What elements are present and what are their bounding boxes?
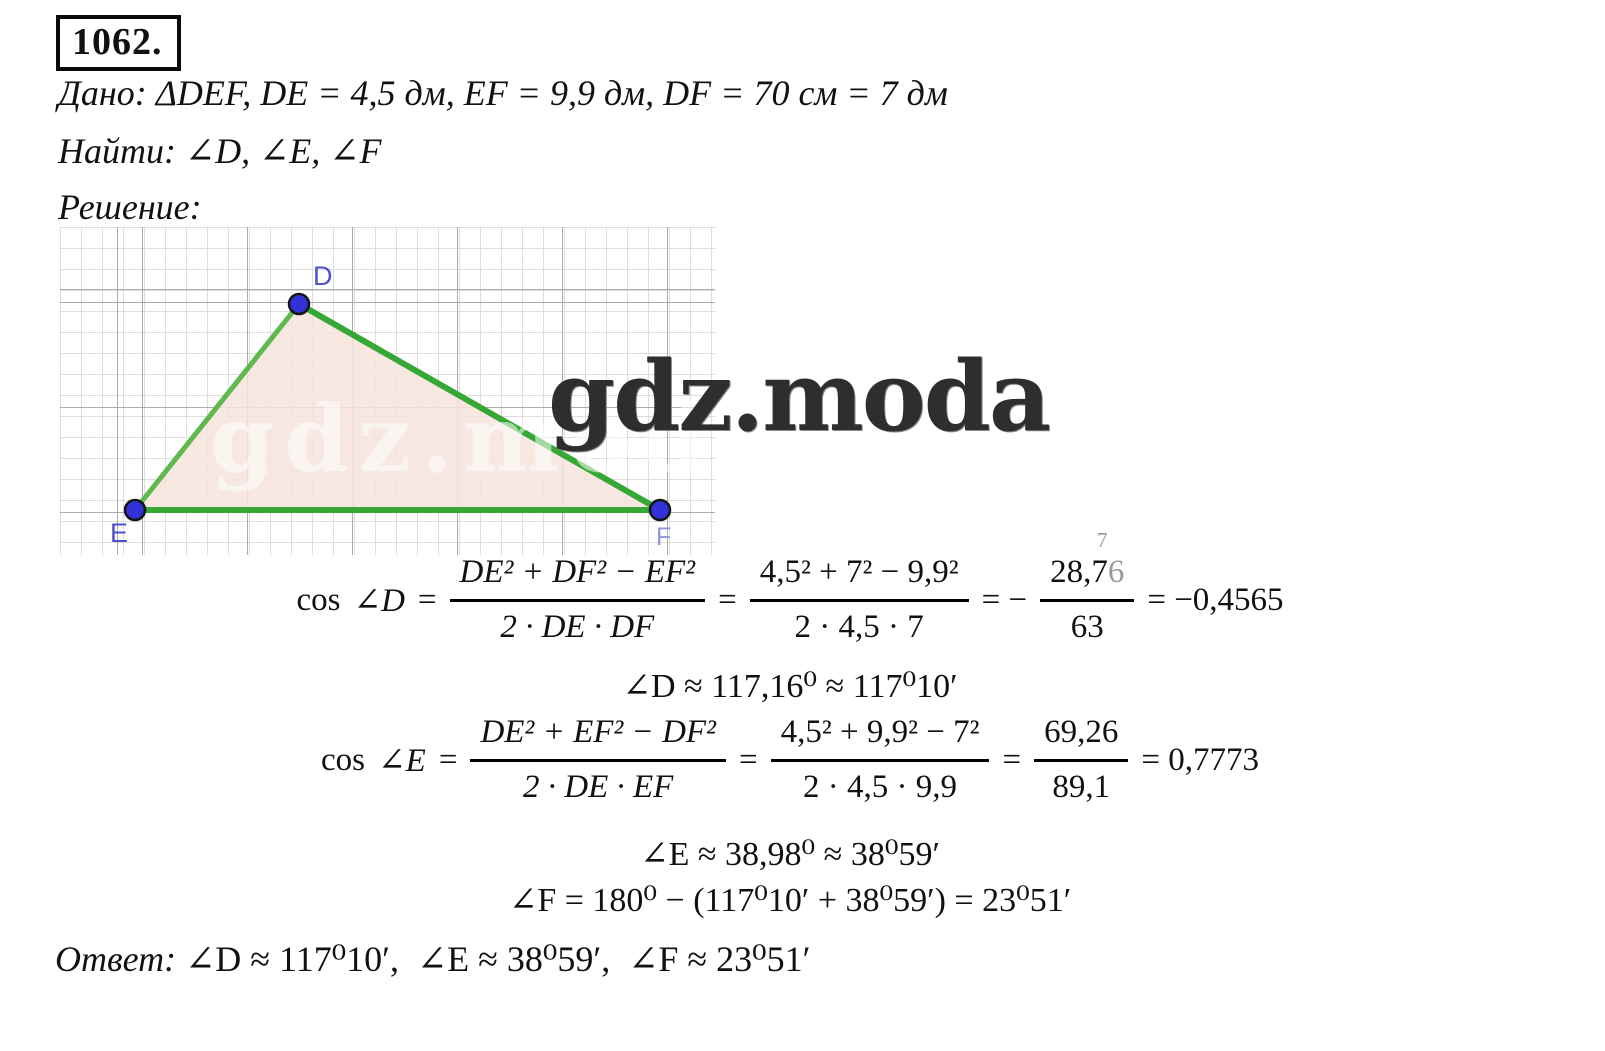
angle-f-result-line: ∠F = 180⁰ − (117⁰10′ + 38⁰59′) = 23⁰51′ bbox=[508, 882, 1072, 919]
triangle-fill-region bbox=[135, 304, 660, 510]
answer-text: ∠D ≈ 117⁰10′, ∠E ≈ 38⁰59′, ∠F ≈ 23⁰51′ bbox=[185, 939, 811, 979]
numerator-main: 28,7 bbox=[1050, 554, 1108, 590]
given-text: ΔDEF, DE = 4,5 дм, EF = 9,9 дм, DF = 70 … bbox=[155, 73, 948, 113]
fraction-symbolic-e: DE² + EF² − DF² 2 · DE · EF bbox=[470, 712, 726, 809]
fraction-numerator: 28,76 bbox=[1040, 552, 1135, 602]
fraction-value-e: 69,26 89,1 bbox=[1034, 712, 1129, 809]
fraction-numeric-d: 4,5² + 7² − 9,9² 2 · 4,5 · 7 bbox=[749, 552, 969, 649]
answer-line: Ответ: ∠D ≈ 117⁰10′, ∠E ≈ 38⁰59′, ∠F ≈ 2… bbox=[55, 938, 810, 980]
angle-e-result-line: ∠E ≈ 38,98⁰ ≈ 38⁰59′ bbox=[640, 836, 940, 873]
fraction-denominator: 2 · DE · EF bbox=[523, 768, 674, 805]
solution-label: Решение: bbox=[58, 186, 202, 228]
fraction-denominator: 89,1 bbox=[1052, 768, 1111, 805]
cos-function: cos bbox=[296, 581, 341, 618]
find-label: Найти: bbox=[58, 131, 185, 171]
fraction-numerator: DE² + DF² − EF² bbox=[449, 552, 706, 602]
find-line: Найти: ∠D, ∠E, ∠F bbox=[58, 130, 381, 172]
find-text: ∠D, ∠E, ∠F bbox=[184, 131, 382, 171]
vertex-E-point bbox=[123, 498, 147, 522]
site-watermark: gdz.moda bbox=[548, 340, 1051, 453]
angle-d-result-line: ∠D ≈ 117,16⁰ ≈ 117⁰10′ bbox=[622, 668, 958, 705]
numerator-faded-digit: 6 bbox=[1107, 554, 1125, 590]
vertex-D-label: D bbox=[313, 261, 333, 291]
angle-E-symbol: ∠E bbox=[378, 743, 426, 780]
vertex-F-point bbox=[648, 498, 672, 522]
formula-cos-e: cos ∠E = DE² + EF² − DF² 2 · DE · EF = 4,… bbox=[0, 712, 1605, 809]
fraction-numeric-e: 4,5² + 9,9² − 7² 2 · 4,5 · 9,9 bbox=[770, 712, 990, 809]
fraction-numerator: 4,5² + 9,9² − 7² bbox=[770, 712, 990, 762]
fraction-denominator: 2 · 4,5 · 9,9 bbox=[803, 768, 958, 805]
equals-sign: = bbox=[417, 581, 437, 618]
equals-minus-sign: = − bbox=[981, 581, 1028, 618]
vertex-F-label: F bbox=[656, 523, 671, 551]
numerator-main: 69,26 bbox=[1044, 714, 1119, 750]
edge-DE bbox=[133, 302, 301, 512]
vertex-D-point bbox=[287, 292, 311, 316]
fraction-numerator: 4,5² + 7² − 9,9² bbox=[749, 552, 969, 602]
vertex-E-label: E bbox=[110, 518, 128, 548]
equals-sign: = bbox=[438, 741, 458, 778]
fraction-numerator: 69,26 bbox=[1034, 712, 1129, 762]
scan-artifact: 7 bbox=[1097, 528, 1108, 552]
equals-sign: = bbox=[1002, 741, 1022, 778]
equals-sign: = bbox=[718, 581, 737, 618]
fraction-numerator: DE² + EF² − DF² bbox=[470, 712, 726, 762]
triangle-figure: D E F bbox=[110, 261, 672, 551]
watermark-ghost: gdz.moda bbox=[210, 385, 715, 493]
given-label: Дано: bbox=[58, 73, 156, 113]
equals-sign: = bbox=[738, 741, 758, 778]
fraction-value-d: 28,76 63 bbox=[1040, 552, 1135, 649]
edge-DF bbox=[297, 301, 662, 513]
angle-D-symbol: ∠D bbox=[353, 583, 405, 620]
fraction-symbolic-d: DE² + DF² − EF² 2 · DE · DF bbox=[449, 552, 706, 649]
answer-label: Ответ: bbox=[55, 939, 186, 979]
result-value: = −0,4565 bbox=[1147, 581, 1284, 618]
result-value: = 0,7773 bbox=[1141, 741, 1259, 778]
formula-cos-d: cos ∠D = DE² + DF² − EF² 2 · DE · DF = 4,… bbox=[0, 552, 1605, 649]
solution-label-text: Решение: bbox=[58, 187, 202, 227]
problem-number: 1062. bbox=[56, 15, 181, 71]
given-line: Дано: ΔDEF, DE = 4,5 дм, EF = 9,9 дм, DF… bbox=[58, 72, 948, 114]
fraction-denominator: 2 · 4,5 · 7 bbox=[794, 608, 924, 645]
cos-function: cos bbox=[321, 741, 365, 778]
fraction-denominator: 2 · DE · DF bbox=[500, 608, 655, 645]
triangle-diagram: D E F gdz.moda bbox=[60, 227, 715, 555]
fraction-denominator: 63 bbox=[1070, 608, 1104, 645]
